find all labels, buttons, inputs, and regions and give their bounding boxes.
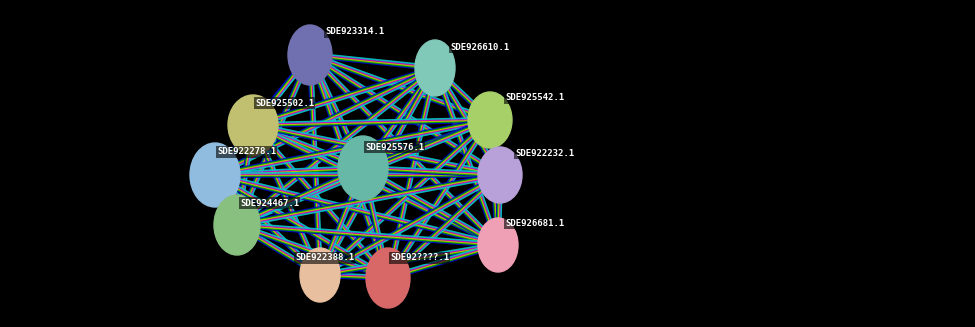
- Ellipse shape: [228, 95, 278, 155]
- Ellipse shape: [415, 40, 455, 96]
- Ellipse shape: [478, 147, 522, 203]
- Text: SDE92????.1: SDE92????.1: [390, 253, 449, 263]
- Text: SDE922388.1: SDE922388.1: [295, 253, 354, 263]
- Text: SDE922278.1: SDE922278.1: [217, 147, 276, 157]
- Text: SDE925576.1: SDE925576.1: [365, 143, 424, 151]
- Ellipse shape: [468, 92, 512, 148]
- Ellipse shape: [478, 218, 518, 272]
- Text: SDE926681.1: SDE926681.1: [505, 218, 565, 228]
- Text: SDE925502.1: SDE925502.1: [255, 98, 314, 108]
- Text: SDE926610.1: SDE926610.1: [450, 43, 509, 51]
- Ellipse shape: [366, 248, 410, 308]
- Text: SDE922232.1: SDE922232.1: [515, 148, 574, 158]
- Ellipse shape: [214, 195, 260, 255]
- Ellipse shape: [190, 143, 240, 207]
- Ellipse shape: [338, 136, 388, 200]
- Text: SDE923314.1: SDE923314.1: [325, 27, 384, 37]
- Text: SDE924467.1: SDE924467.1: [240, 198, 299, 208]
- Ellipse shape: [300, 248, 340, 302]
- Text: SDE925542.1: SDE925542.1: [505, 94, 565, 102]
- Ellipse shape: [288, 25, 332, 85]
